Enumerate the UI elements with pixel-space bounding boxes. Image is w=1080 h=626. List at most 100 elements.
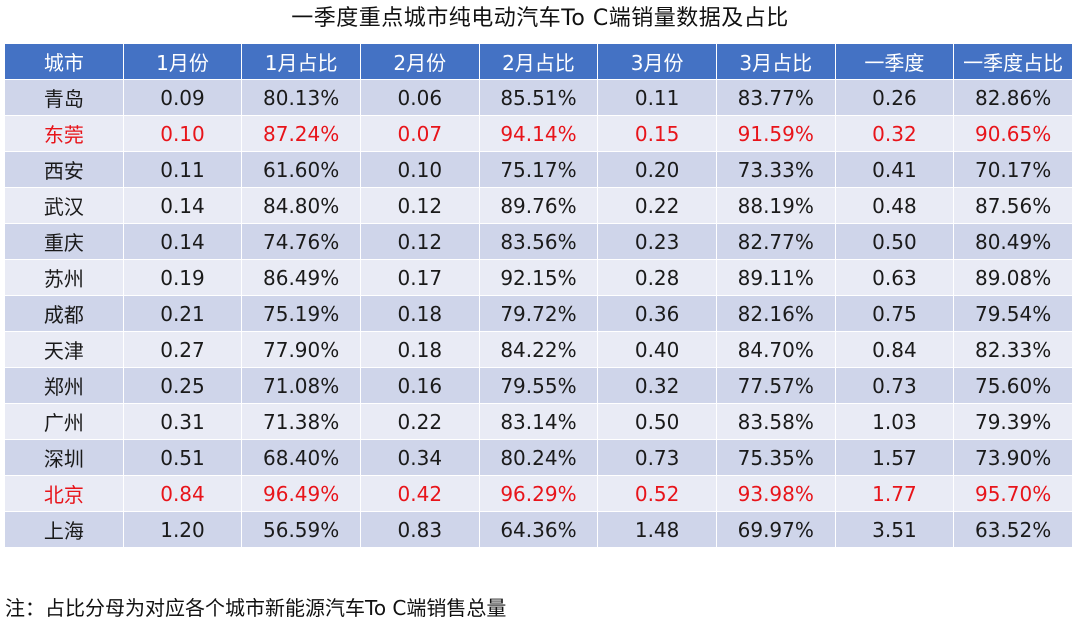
cell-jan: 0.10: [123, 116, 242, 151]
table-row: 西安 0.11 61.60% 0.10 75.17% 0.20 73.33% 0.41 70.1…: [5, 152, 1072, 187]
cell-mar-share: 83.77%: [716, 80, 835, 115]
cell-feb: 0.12: [360, 224, 479, 259]
cell-mar-share: 83.58%: [716, 404, 835, 439]
table-row: 郑州 0.25 71.08% 0.16 79.55% 0.32 77.57% 0.73 75.6…: [5, 368, 1072, 403]
cell-city: 成都: [5, 296, 123, 331]
cell-mar-share: 84.70%: [716, 332, 835, 367]
table-row: 苏州 0.19 86.49% 0.17 92.15% 0.28 89.11% 0.63 89.0…: [5, 260, 1072, 295]
cell-jan-share: 96.49%: [242, 476, 360, 511]
cell-mar-share: 82.77%: [716, 224, 835, 259]
cell-feb-share: 84.22%: [479, 332, 598, 367]
cell-mar-share: 69.97%: [716, 512, 835, 547]
cell-q1: 0.26: [835, 80, 954, 115]
table-row: 东莞 0.10 87.24% 0.07 94.14% 0.15 91.59% 0.32 90.6…: [5, 116, 1072, 151]
cell-q1-share: 73.90%: [954, 440, 1072, 475]
cell-city: 重庆: [5, 224, 123, 259]
cell-feb-share: 94.14%: [479, 116, 598, 151]
cell-feb-share: 83.56%: [479, 224, 598, 259]
cell-feb: 0.42: [360, 476, 479, 511]
cell-feb-share: 80.24%: [479, 440, 598, 475]
table-row: 青岛 0.09 80.13% 0.06 85.51% 0.11 83.77% 0.26 82.8…: [5, 80, 1072, 115]
cell-jan-share: 84.80%: [242, 188, 360, 223]
cell-jan-share: 87.24%: [242, 116, 360, 151]
cell-jan: 0.14: [123, 224, 242, 259]
table-row: 天津 0.27 77.90% 0.18 84.22% 0.40 84.70% 0.84 82.3…: [5, 332, 1072, 367]
cell-mar: 0.52: [598, 476, 716, 511]
cell-q1-share: 95.70%: [954, 476, 1072, 511]
cell-q1: 0.32: [835, 116, 954, 151]
cell-feb-share: 85.51%: [479, 80, 598, 115]
cell-jan: 0.09: [123, 80, 242, 115]
cell-q1-share: 82.86%: [954, 80, 1072, 115]
column-header-jan: 1月份: [123, 44, 242, 79]
cell-q1: 1.77: [835, 476, 954, 511]
cell-jan: 0.84: [123, 476, 242, 511]
cell-jan: 0.25: [123, 368, 242, 403]
cell-q1-share: 89.08%: [954, 260, 1072, 295]
cell-feb-share: 64.36%: [479, 512, 598, 547]
column-header-feb: 2月份: [360, 44, 479, 79]
cell-city: 天津: [5, 332, 123, 367]
cell-jan-share: 68.40%: [242, 440, 360, 475]
cell-jan: 0.31: [123, 404, 242, 439]
column-header-q1-share: 一季度占比: [954, 44, 1072, 79]
cell-city: 东莞: [5, 116, 123, 151]
cell-feb-share: 92.15%: [479, 260, 598, 295]
cell-q1: 0.63: [835, 260, 954, 295]
cell-mar-share: 73.33%: [716, 152, 835, 187]
cell-feb: 0.18: [360, 296, 479, 331]
cell-q1-share: 87.56%: [954, 188, 1072, 223]
cell-jan: 0.14: [123, 188, 242, 223]
cell-feb: 0.83: [360, 512, 479, 547]
cell-jan-share: 77.90%: [242, 332, 360, 367]
cell-q1-share: 82.33%: [954, 332, 1072, 367]
cell-jan-share: 71.38%: [242, 404, 360, 439]
cell-feb: 0.16: [360, 368, 479, 403]
cell-feb: 0.07: [360, 116, 479, 151]
sales-table: 城市 1月份 1月占比 2月份 2月占比 3月份 3月占比 一季度 一季度占比 …: [4, 43, 1073, 548]
cell-mar-share: 91.59%: [716, 116, 835, 151]
column-header-feb-share: 2月占比: [479, 44, 598, 79]
cell-mar-share: 75.35%: [716, 440, 835, 475]
cell-q1-share: 79.54%: [954, 296, 1072, 331]
cell-q1-share: 79.39%: [954, 404, 1072, 439]
cell-feb-share: 79.72%: [479, 296, 598, 331]
cell-q1: 0.41: [835, 152, 954, 187]
cell-mar: 0.40: [598, 332, 716, 367]
column-header-mar: 3月份: [598, 44, 716, 79]
cell-city: 北京: [5, 476, 123, 511]
cell-feb: 0.18: [360, 332, 479, 367]
cell-mar-share: 88.19%: [716, 188, 835, 223]
cell-jan-share: 56.59%: [242, 512, 360, 547]
column-header-mar-share: 3月占比: [716, 44, 835, 79]
column-header-jan-share: 1月占比: [242, 44, 360, 79]
cell-city: 郑州: [5, 368, 123, 403]
cell-mar: 0.28: [598, 260, 716, 295]
cell-mar-share: 89.11%: [716, 260, 835, 295]
cell-city: 西安: [5, 152, 123, 187]
cell-feb: 0.06: [360, 80, 479, 115]
cell-feb: 0.22: [360, 404, 479, 439]
cell-q1: 0.48: [835, 188, 954, 223]
cell-jan: 0.27: [123, 332, 242, 367]
cell-q1: 0.75: [835, 296, 954, 331]
cell-mar: 0.11: [598, 80, 716, 115]
cell-jan-share: 71.08%: [242, 368, 360, 403]
table-row: 成都 0.21 75.19% 0.18 79.72% 0.36 82.16% 0.75 79.5…: [5, 296, 1072, 331]
cell-feb-share: 83.14%: [479, 404, 598, 439]
cell-feb-share: 96.29%: [479, 476, 598, 511]
cell-q1: 0.50: [835, 224, 954, 259]
cell-q1-share: 80.49%: [954, 224, 1072, 259]
cell-feb-share: 89.76%: [479, 188, 598, 223]
cell-jan-share: 74.76%: [242, 224, 360, 259]
cell-mar: 0.36: [598, 296, 716, 331]
table-row: 北京 0.84 96.49% 0.42 96.29% 0.52 93.98% 1.77 95.7…: [5, 476, 1072, 511]
cell-feb: 0.10: [360, 152, 479, 187]
cell-q1-share: 75.60%: [954, 368, 1072, 403]
cell-mar: 1.48: [598, 512, 716, 547]
cell-city: 武汉: [5, 188, 123, 223]
cell-q1-share: 63.52%: [954, 512, 1072, 547]
table-body: 青岛 0.09 80.13% 0.06 85.51% 0.11 83.77% 0.26 82.8…: [5, 80, 1072, 547]
cell-feb-share: 79.55%: [479, 368, 598, 403]
column-header-q1: 一季度: [835, 44, 954, 79]
